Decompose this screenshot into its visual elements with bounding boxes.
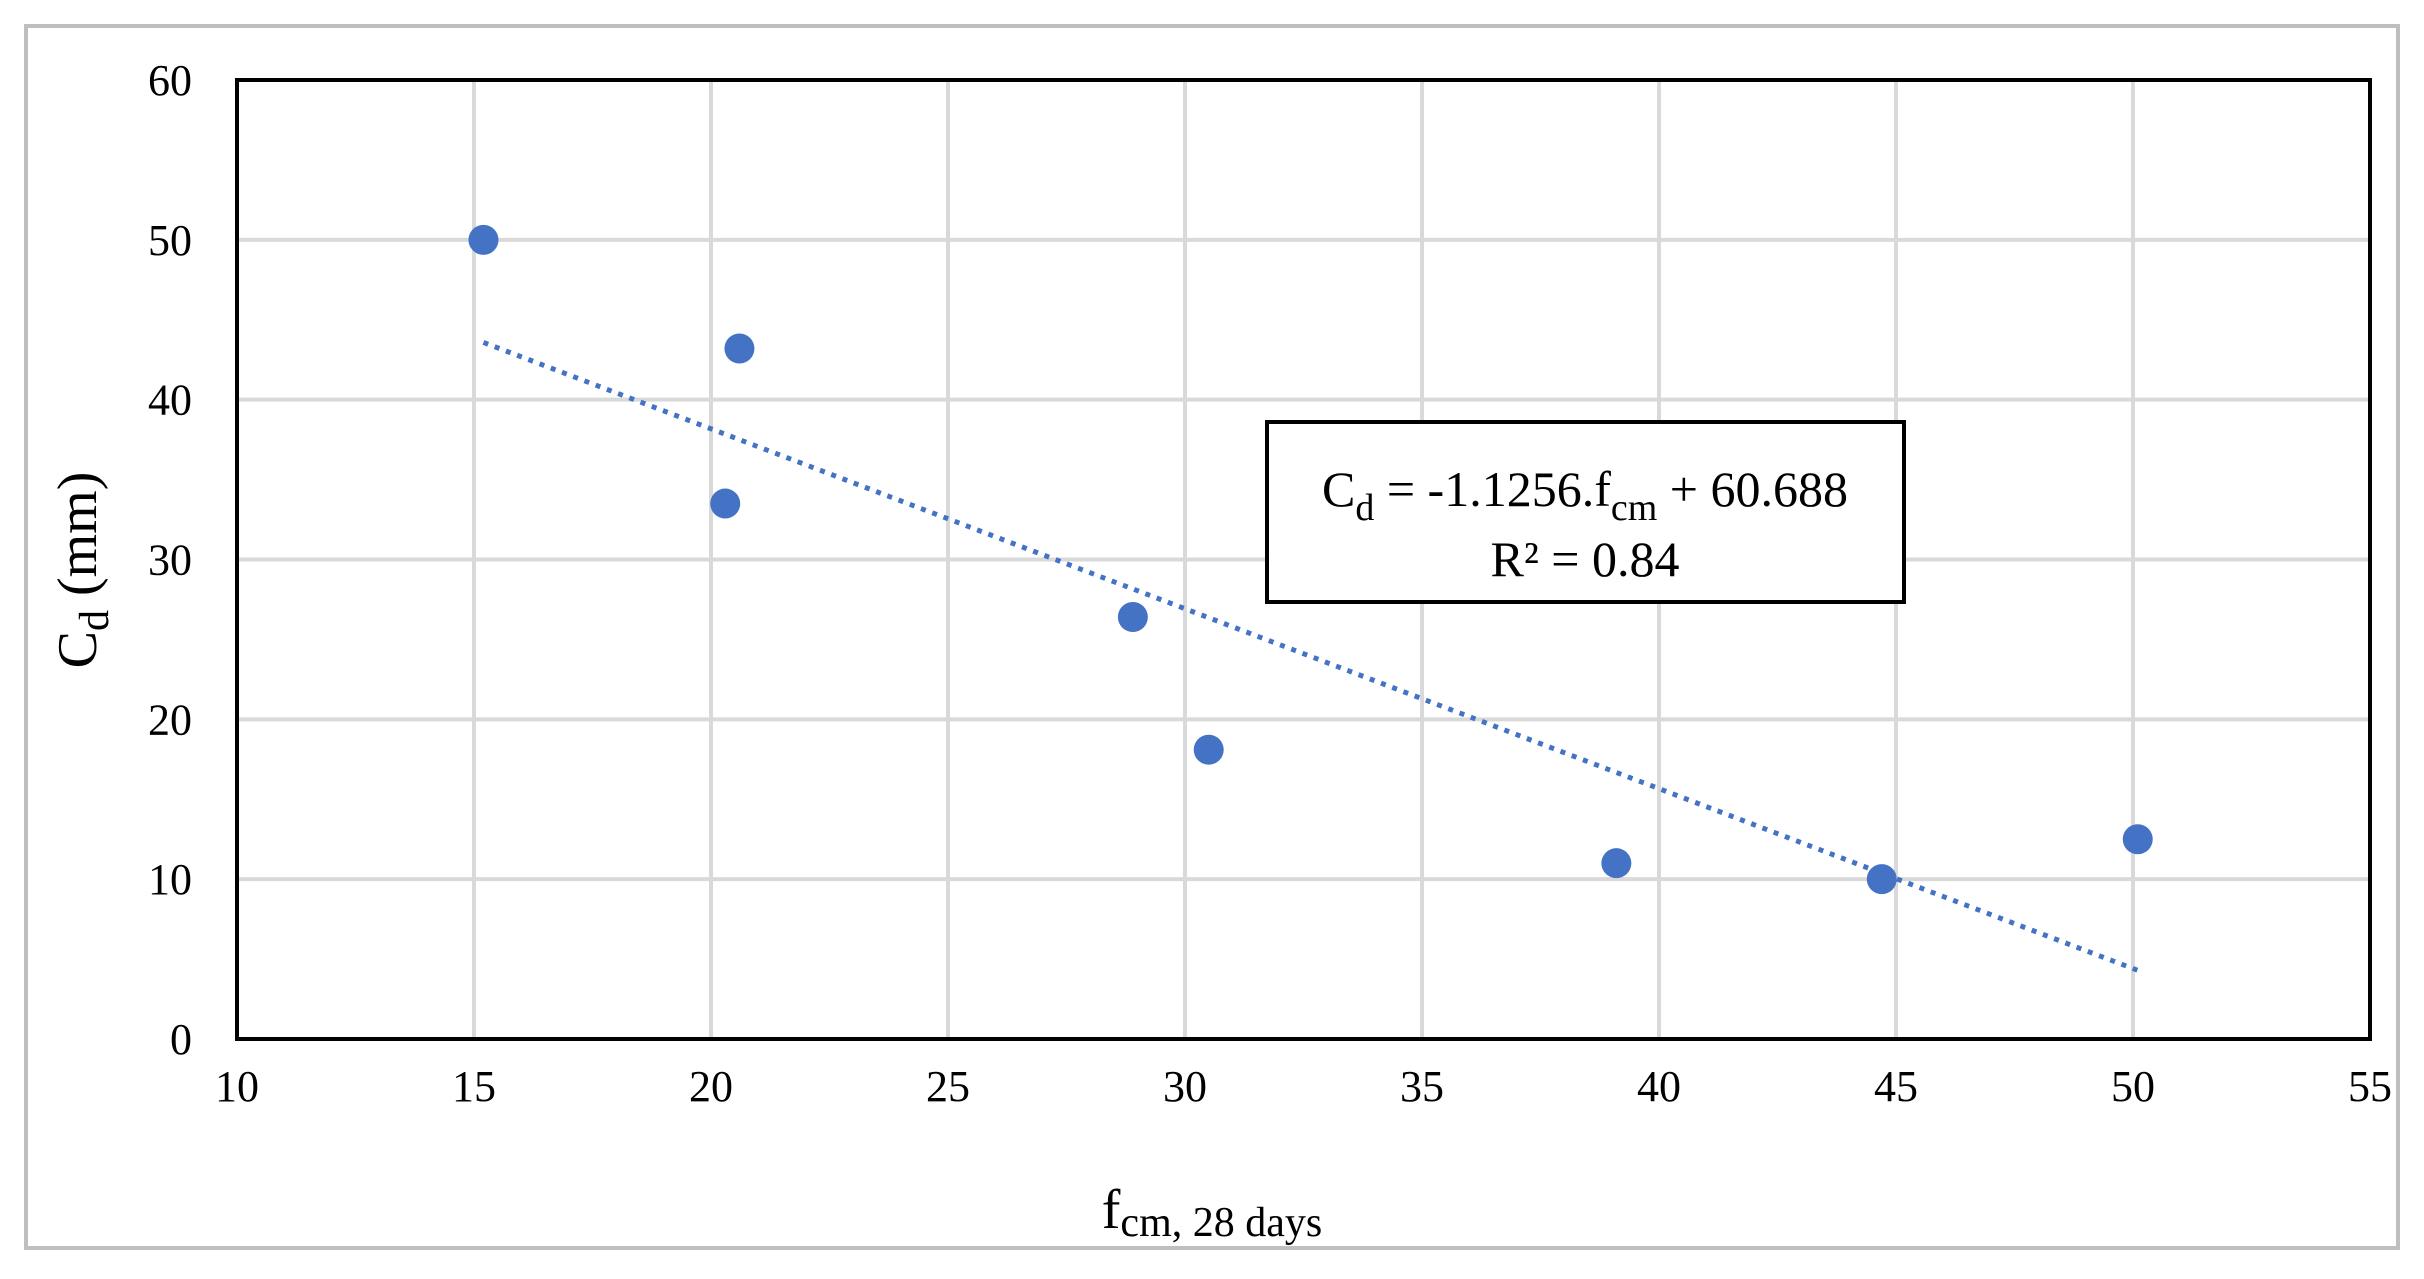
x-tick-label: 20 [689, 1062, 733, 1111]
tick-labels: 10 15 20 25 30 35 40 45 50 55 0 10 20 30 40 50 60 [148, 56, 2392, 1111]
data-point [2122, 824, 2153, 855]
equation-line-2: R² = 0.84 [1490, 531, 1679, 587]
y-tick-label: 0 [170, 1015, 192, 1064]
y-tick-label: 40 [148, 376, 192, 425]
x-tick-label: 15 [452, 1062, 496, 1111]
y-tick-label: 60 [148, 56, 192, 105]
x-tick-label: 25 [926, 1062, 970, 1111]
x-tick-label: 35 [1400, 1062, 1444, 1111]
x-tick-label: 45 [1874, 1062, 1918, 1111]
y-axis-title: Cd (mm) [47, 472, 118, 669]
equation-box: Cd = -1.1256.fcm + 60.688 R² = 0.84 [1265, 420, 1906, 604]
data-point [1601, 848, 1632, 879]
y-tick-label: 30 [148, 536, 192, 585]
plot-area-border [235, 78, 2372, 1041]
data-points [468, 224, 2153, 895]
chart-frame [24, 24, 2400, 1250]
data-point [724, 333, 755, 364]
y-tick-label: 10 [148, 855, 192, 904]
x-tick-label: 10 [215, 1062, 259, 1111]
data-point [1866, 864, 1897, 895]
x-tick-label: 55 [2348, 1062, 2392, 1111]
x-tick-label: 50 [2111, 1062, 2155, 1111]
y-tick-label: 50 [148, 216, 192, 265]
x-tick-label: 30 [1163, 1062, 1207, 1111]
equation-line-1: Cd = -1.1256.fcm + 60.688 [1322, 461, 1848, 529]
data-point [1193, 734, 1224, 765]
data-point [468, 224, 499, 255]
x-tick-label: 40 [1637, 1062, 1681, 1111]
data-point [710, 488, 741, 519]
y-tick-label: 20 [148, 695, 192, 744]
data-point [1117, 602, 1148, 633]
x-axis-title: fcm, 28 days [1102, 1179, 1322, 1246]
